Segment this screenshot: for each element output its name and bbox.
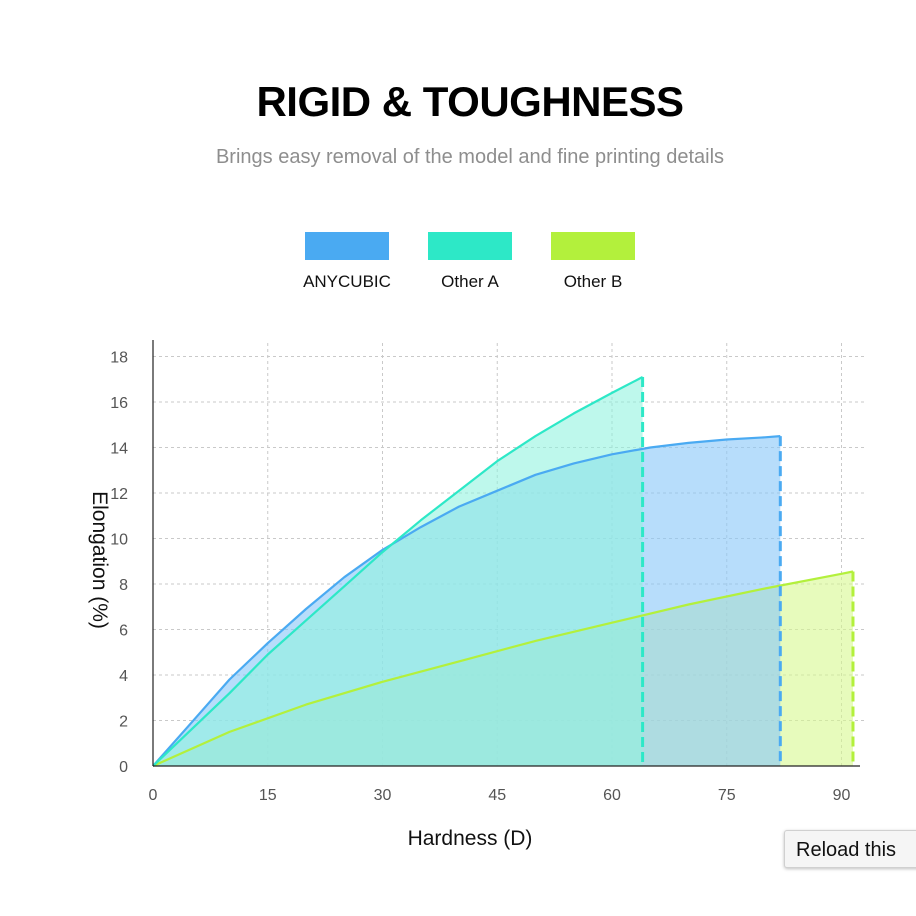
x-tick-label-90: 90	[833, 787, 851, 804]
y-tick-label-0: 0	[119, 759, 128, 776]
y-axis-title: Elongation (%)	[88, 491, 111, 629]
x-tick-label-60: 60	[603, 787, 621, 804]
legend-item-anycubic: ANYCUBIC	[282, 232, 412, 292]
y-tick-label-6: 6	[119, 623, 128, 640]
x-axis-title: Hardness (D)	[408, 827, 533, 850]
legend-label-other-a: Other A	[441, 272, 499, 291]
x-tick-label-0: 0	[149, 787, 158, 804]
series-line-other-a	[152, 376, 644, 767]
y-tick-label-16: 16	[110, 395, 128, 412]
series-area-other-a	[153, 377, 643, 766]
y-tick-label-18: 18	[110, 350, 128, 367]
y-tick-label-2: 2	[119, 714, 128, 731]
x-tick-label-45: 45	[488, 787, 506, 804]
legend-swatch-anycubic	[305, 232, 389, 260]
y-tick-label-8: 8	[119, 577, 128, 594]
page-title: RIGID & TOUGHNESS	[256, 78, 684, 125]
x-tick-label-75: 75	[718, 787, 736, 804]
y-tick-label-4: 4	[119, 668, 128, 685]
series-line-anycubic	[152, 435, 781, 767]
x-tick-label-30: 30	[374, 787, 392, 804]
page-subtitle: Brings easy removal of the model and fin…	[215, 146, 725, 168]
legend-label-other-b: Other B	[563, 272, 623, 291]
legend-swatch-other-b	[551, 232, 635, 260]
reload-button[interactable]: Reload this	[784, 830, 916, 868]
y-tick-label-12: 12	[110, 486, 128, 503]
legend-swatch-other-a	[428, 232, 512, 260]
y-tick-label-10: 10	[110, 532, 128, 549]
legend-item-other-b: Other B	[528, 232, 658, 292]
x-tick-label-15: 15	[259, 787, 277, 804]
series-line-other-b	[152, 570, 854, 768]
legend-item-other-a: Other A	[405, 232, 535, 292]
legend-label-anycubic: ANYCUBIC	[303, 272, 391, 291]
y-tick-label-14: 14	[110, 441, 128, 458]
